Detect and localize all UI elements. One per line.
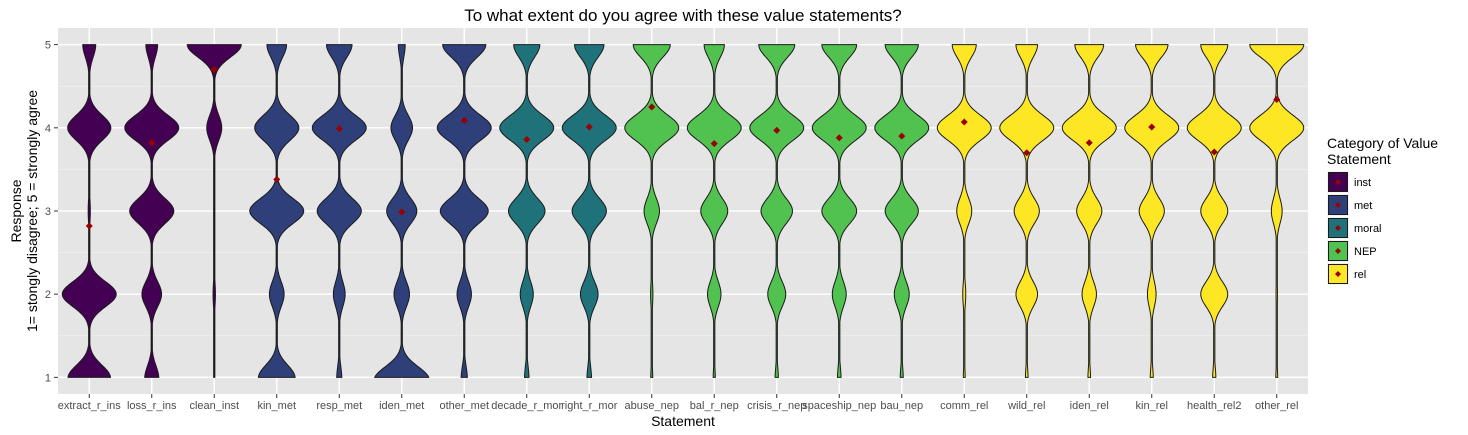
mean-marker-kin_met: [273, 175, 281, 183]
x-tick-label-comm_rel: comm_rel: [940, 400, 988, 412]
mean-marker-wild_rel: [1023, 149, 1031, 157]
violin-bal_r_nep: [686, 44, 742, 378]
legend-mean-marker: [1335, 202, 1341, 208]
mean-marker-clean_inst: [210, 66, 218, 74]
legend-title-line1: Category of Value: [1327, 135, 1438, 151]
violin-loss_r_ins: [124, 44, 180, 378]
x-tick-label-other_rel: other_rel: [1255, 400, 1298, 412]
x-tick-label-right_r_mor: right_r_mor: [561, 400, 618, 412]
violin-decade_r_mor: [499, 44, 555, 378]
x-tick-label-wild_rel: wild_rel: [1007, 400, 1045, 412]
legend: Category of Value Statement inst met moral…: [1327, 135, 1438, 285]
legend-label-moral: moral: [1354, 223, 1382, 235]
legend-title-line2: Statement: [1327, 151, 1391, 167]
mean-marker-kin_rel: [1148, 123, 1156, 131]
violin-resp_met: [311, 44, 367, 378]
mean-marker-extract_r_ins: [85, 222, 93, 230]
y-axis-title-line2: 1= stongly disagree; 5 = strongly agree: [24, 90, 40, 332]
violin-crisis_r_nep: [749, 44, 805, 378]
x-tick-label-spaceship_nep: spaceship_nep: [802, 400, 876, 412]
violin-spaceship_nep: [811, 44, 867, 378]
x-tick-label-resp_met: resp_met: [316, 400, 362, 412]
mean-marker-resp_met: [335, 125, 343, 133]
mean-marker-bau_nep: [898, 132, 906, 140]
violin-iden_rel: [1061, 44, 1117, 378]
legend-mean-marker: [1335, 225, 1341, 231]
x-tick-label-abuse_nep: abuse_nep: [625, 400, 679, 412]
legend-label-met: met: [1354, 200, 1372, 212]
mean-marker-bal_r_nep: [710, 140, 718, 148]
x-tick-label-decade_r_mor: decade_r_mor: [491, 400, 562, 412]
mean-marker-health_rel2: [1210, 148, 1218, 156]
legend-items: inst met moral NEP rel: [1327, 171, 1382, 285]
violin-other_rel: [1249, 44, 1305, 378]
violin-kin_met: [249, 44, 305, 378]
mean-marker-other_met: [460, 116, 468, 124]
y-tick-label: 5: [45, 40, 51, 52]
violin-health_rel2: [1186, 44, 1242, 378]
x-tick-label-clean_inst: clean_inst: [189, 400, 239, 412]
violin-bau_nep: [874, 44, 930, 378]
violin-abuse_nep: [624, 44, 680, 378]
violin-right_r_mor: [561, 44, 617, 378]
legend-mean-marker: [1335, 271, 1341, 277]
mean-marker-abuse_nep: [648, 103, 656, 111]
violins-layer: [61, 44, 1305, 378]
y-axis: 1 2 3 4 5: [45, 40, 58, 384]
mean-marker-right_r_mor: [585, 123, 593, 131]
violin-clean_inst: [186, 44, 242, 378]
legend-label-rel: rel: [1354, 269, 1366, 281]
mean-marker-comm_rel: [960, 118, 968, 126]
mean-marker-other_rel: [1273, 96, 1281, 104]
violin-wild_rel: [999, 44, 1055, 378]
legend-label-NEP: NEP: [1354, 246, 1377, 258]
x-tick-label-bau_nep: bau_nep: [880, 400, 923, 412]
x-tick-label-loss_r_ins: loss_r_ins: [127, 400, 177, 412]
x-axis-title: Statement: [651, 413, 715, 429]
violin-other_met: [436, 44, 492, 378]
x-tick-label-iden_rel: iden_rel: [1070, 400, 1109, 412]
violin-extract_r_ins: [61, 44, 117, 378]
x-tick-label-crisis_r_nep: crisis_r_nep: [747, 400, 806, 412]
violin-comm_rel: [936, 44, 992, 378]
mean-marker-crisis_r_nep: [773, 126, 781, 134]
x-tick-label-other_met: other_met: [439, 400, 489, 412]
mean-marker-iden_met: [398, 208, 406, 216]
y-tick-label: 2: [45, 289, 51, 301]
mean-marker-loss_r_ins: [148, 139, 156, 147]
legend-mean-marker: [1335, 179, 1341, 185]
chart-title: To what extent do you agree with these v…: [464, 6, 902, 25]
mean-marker-iden_rel: [1085, 139, 1093, 147]
legend-label-inst: inst: [1354, 177, 1371, 189]
mean-marker-decade_r_mor: [523, 135, 531, 143]
means-layer: [85, 66, 1281, 230]
x-tick-label-health_rel2: health_rel2: [1187, 400, 1241, 412]
violin-kin_rel: [1124, 44, 1180, 378]
y-tick-label: 4: [45, 123, 51, 135]
y-tick-label: 3: [45, 206, 51, 218]
mean-marker-spaceship_nep: [835, 134, 843, 142]
x-tick-label-extract_r_ins: extract_r_ins: [58, 400, 121, 412]
x-tick-label-kin_met: kin_met: [257, 400, 296, 412]
x-tick-label-kin_rel: kin_rel: [1136, 400, 1168, 412]
x-tick-label-iden_met: iden_met: [379, 400, 424, 412]
y-axis-title-line1: Response: [8, 179, 24, 242]
x-axis: extract_r_ins loss_r_ins clean_inst kin_met…: [58, 394, 1298, 412]
legend-mean-marker: [1335, 248, 1341, 254]
y-tick-label: 1: [45, 372, 51, 384]
x-tick-label-bal_r_nep: bal_r_nep: [690, 400, 739, 412]
